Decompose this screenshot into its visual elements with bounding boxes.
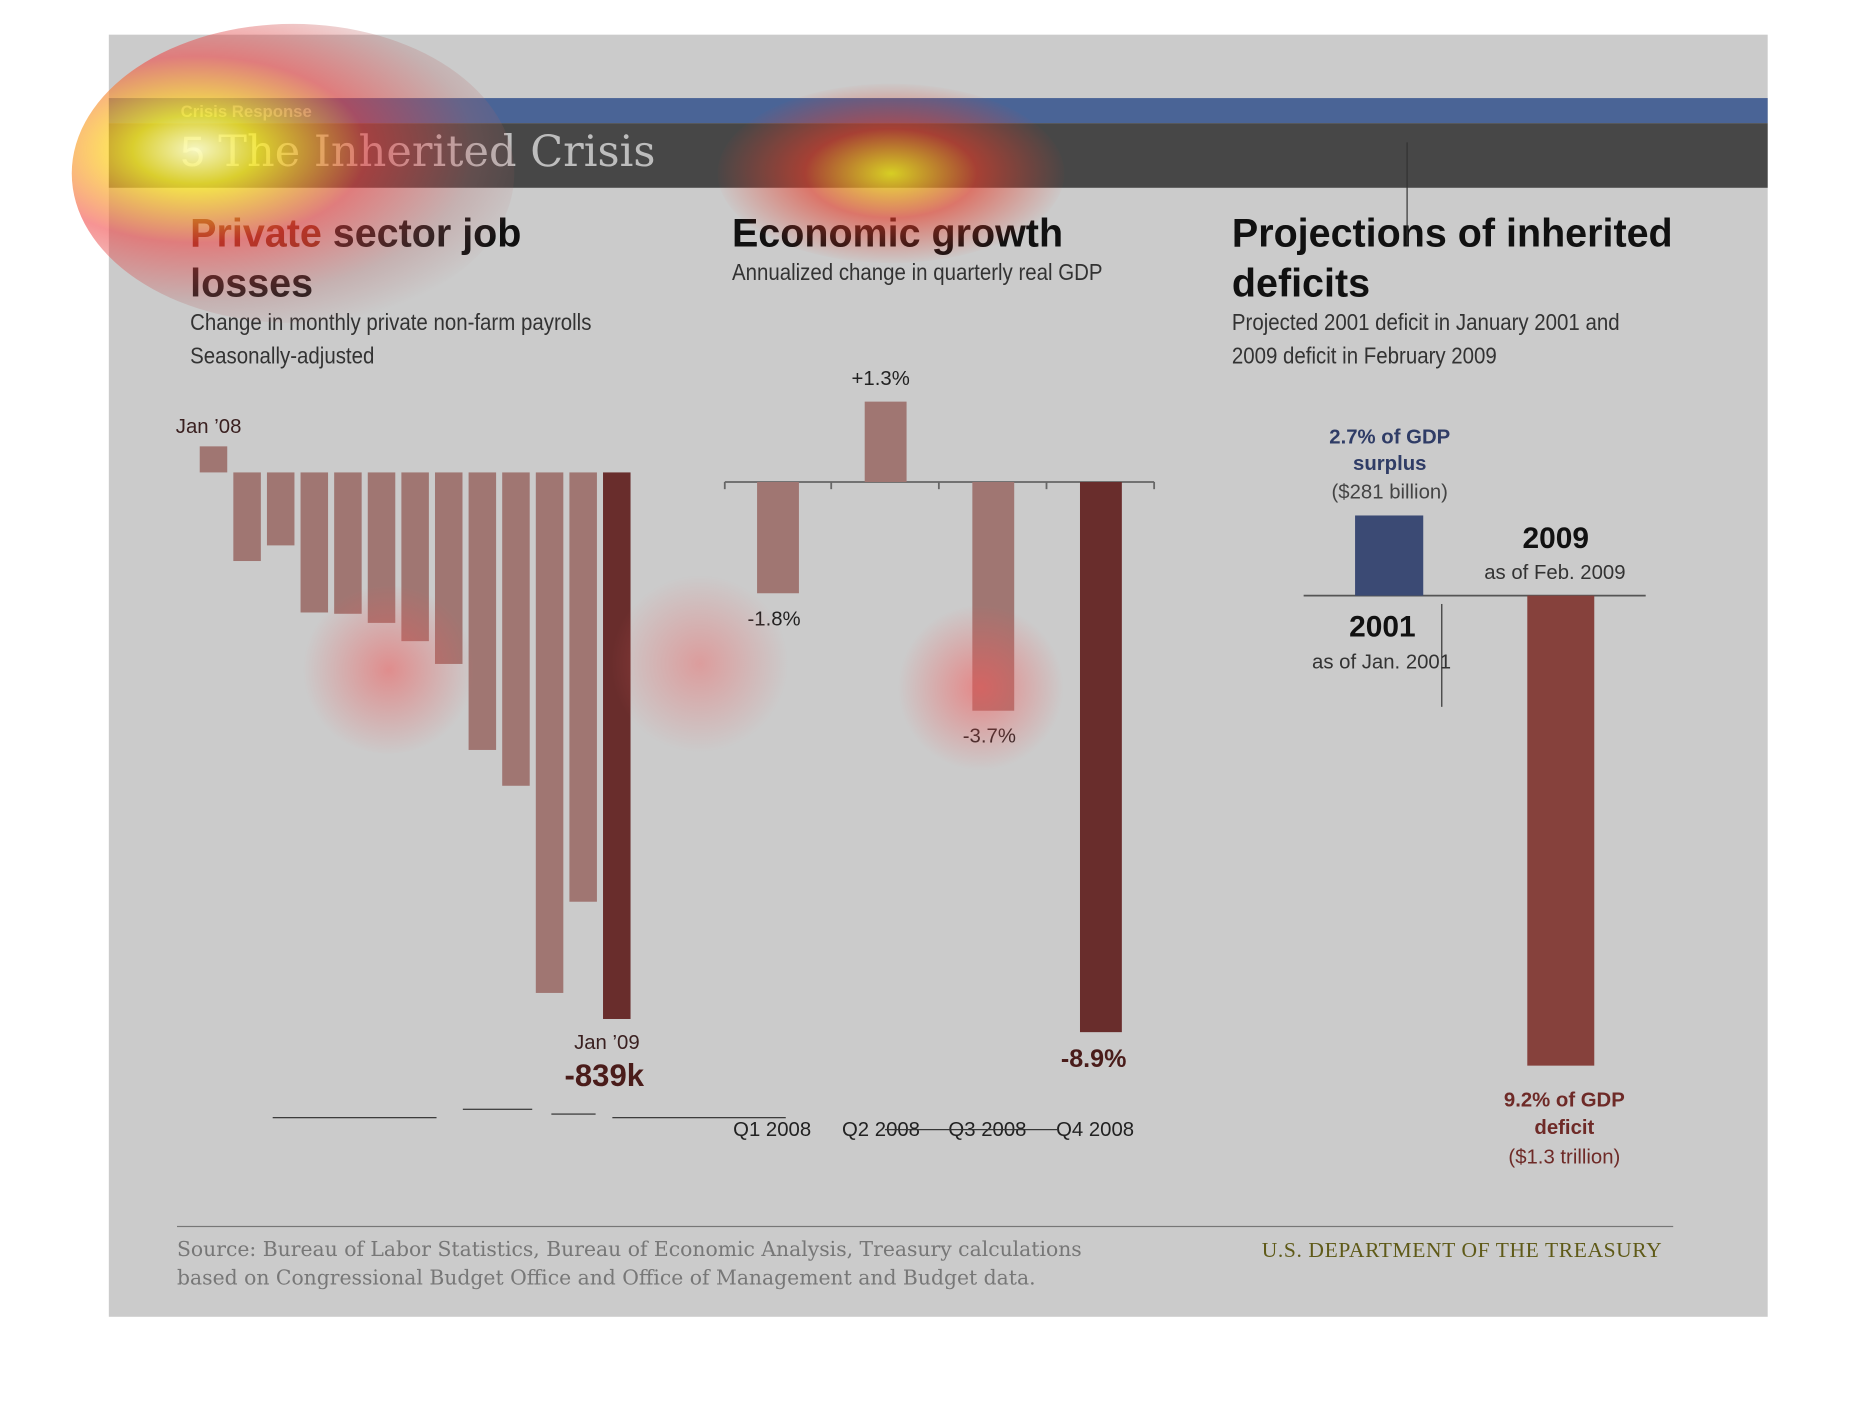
divider-line — [1406, 142, 1408, 246]
divider-line — [551, 1113, 596, 1115]
gdp-bar — [1079, 481, 1122, 1033]
agency-name: U.S. DEPARTMENT OF THE TREASURY — [1261, 1237, 1663, 1262]
jobs-bar — [334, 472, 362, 614]
jobs-bar — [468, 472, 497, 750]
gdp-bar — [757, 481, 799, 594]
gdp-label-q2: +1.3% — [851, 367, 910, 390]
gdp-tick-q4: Q4 2008 — [1056, 1118, 1135, 1141]
jobs-bar — [300, 472, 329, 613]
jobs-bar — [569, 472, 597, 902]
label-2009: 2009 — [1522, 521, 1590, 555]
gdp-bar — [864, 401, 907, 482]
jobs-bar — [266, 472, 295, 546]
divider-line — [272, 1117, 437, 1119]
gdp-label-q4: -8.9% — [1060, 1045, 1127, 1073]
jobs-bar — [401, 472, 429, 642]
jobs-bar — [603, 472, 631, 1019]
divider-line — [885, 1129, 1059, 1131]
gdp-tick-q2: Q2 2008 — [841, 1118, 921, 1141]
deficit-label: 9.2% of GDP deficit ($1.3 trillion) — [1503, 1088, 1625, 1169]
jobs-end-label: Jan ’09 — [574, 1030, 640, 1054]
surplus-label: 2.7% of GDP surplus ($281 billion) — [1329, 425, 1451, 504]
jobs-bar — [535, 472, 564, 993]
gdp-subtitle: Annualized change in quarterly real GDP — [731, 260, 1103, 286]
gdp-bar — [972, 481, 1015, 711]
surplus-bar-2001 — [1355, 515, 1424, 596]
divider-line — [1441, 603, 1443, 707]
jobs-bar — [434, 472, 463, 664]
label-2009-sub: as of Feb. 2009 — [1484, 560, 1626, 584]
deficit-subtitle: Projected 2001 deficit in January 2001 a… — [1231, 310, 1620, 370]
label-2001: 2001 — [1349, 609, 1416, 644]
jobs-start-label: Jan ’08 — [175, 415, 242, 438]
jobs-bar — [233, 472, 261, 562]
label-2001-sub: as of Jan. 2001 — [1312, 650, 1452, 674]
deficit-bar-2009 — [1527, 595, 1595, 1066]
jobs-bar — [367, 472, 396, 623]
deficit-title: Projections of inherited deficits — [1231, 210, 1673, 305]
jobs-end-value: -839k — [564, 1057, 645, 1094]
footer-rule — [177, 1225, 1674, 1228]
jobs-bar — [502, 472, 530, 786]
divider-line — [462, 1108, 533, 1110]
jobs-bar — [199, 446, 228, 473]
gdp-tick-q1: Q1 2008 — [733, 1118, 812, 1141]
gdp-label-q1: -1.8% — [747, 607, 801, 631]
divider-line — [612, 1117, 786, 1119]
source-note: Source: Bureau of Labor Statistics, Bure… — [177, 1237, 1082, 1291]
